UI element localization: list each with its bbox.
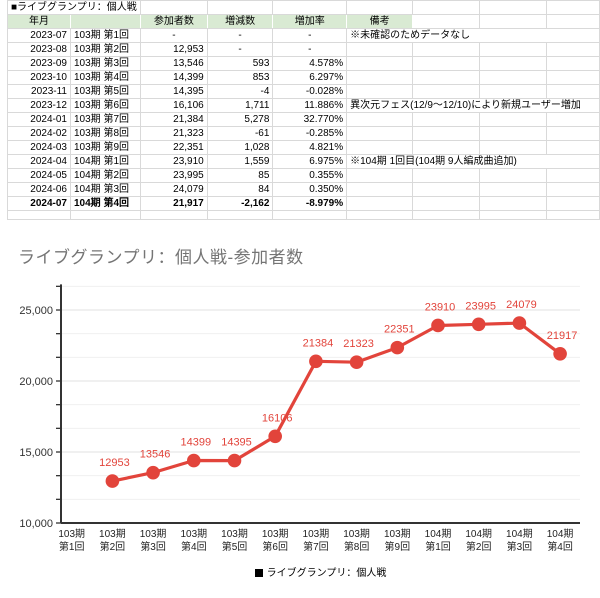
data-label: 14399 xyxy=(181,437,212,449)
x-axis-label: 103期第9回 xyxy=(384,528,411,553)
data-point xyxy=(512,316,527,330)
column-header[interactable] xyxy=(69,14,141,29)
data-label: 13546 xyxy=(140,449,171,461)
table-row: 2023-08 103期 第2回 12,953- - xyxy=(7,42,600,57)
data-label: 21323 xyxy=(343,338,374,350)
data-label: 14395 xyxy=(221,437,252,449)
table-row: 2024-03 103期 第9回 22,351 1,028 4.821% xyxy=(7,140,600,155)
chart-legend: ライブグランプリ：個人戦 xyxy=(61,564,580,579)
empty-cell[interactable] xyxy=(69,210,141,220)
data-label: 22351 xyxy=(384,324,415,336)
column-header[interactable]: 増減数 xyxy=(206,14,274,29)
x-axis-label: 104期第2回 xyxy=(465,528,492,553)
x-axis-label: 103期第3回 xyxy=(140,528,167,553)
table-row: 2024-01 103期 第7回 21,384 5,278 32.770% xyxy=(7,112,600,127)
data-label: 24079 xyxy=(506,299,537,311)
data-label: 21384 xyxy=(303,337,334,349)
empty-cell[interactable] xyxy=(545,210,600,220)
chart-title: ライブグランプリ：個人戦-参加者数 xyxy=(18,248,304,267)
data-label: 23910 xyxy=(425,301,456,313)
data-point xyxy=(390,340,405,355)
data-label: 16106 xyxy=(262,412,293,424)
data-point xyxy=(146,465,160,480)
table-row: 2023-11 103期 第5回 14,395 -4 -0.028% xyxy=(7,84,600,99)
data-point xyxy=(187,453,201,468)
data-point xyxy=(268,429,283,444)
y-axis-label: 20,000 xyxy=(19,376,53,388)
cell-round[interactable]: 104期 第3回 xyxy=(69,182,141,197)
sheet-table: ■ライブグランプリ：個人戦 年月 参加者数 増減数 増加率 備考 2023-07 103期 第… xyxy=(7,0,600,220)
table-row: 2024-06 104期 第3回 24,079 84 0.350% xyxy=(7,182,600,197)
x-axis-label: 104期第3回 xyxy=(506,528,533,553)
x-axis-label: 103期第1回 xyxy=(58,528,85,553)
y-axis-label: 25,000 xyxy=(19,305,53,317)
data-point xyxy=(553,346,567,361)
series-line xyxy=(112,321,562,483)
data-point xyxy=(309,354,323,369)
x-axis-label: 103期第4回 xyxy=(180,528,207,553)
sheet-header-row: 年月 参加者数 増減数 増加率 備考 xyxy=(7,14,600,29)
x-axis-label: 103期第7回 xyxy=(303,528,330,553)
table-row: 2023-07 103期 第1回 - - - ※未確認のためデータなし xyxy=(7,28,600,43)
data-point xyxy=(471,317,486,332)
legend-series-label: ライブグランプリ：個人戦 xyxy=(266,568,387,579)
data-label: 23995 xyxy=(465,300,496,312)
x-axis-label: 103期第5回 xyxy=(221,528,248,553)
y-axis-label: 10,000 xyxy=(19,518,53,530)
empty-row xyxy=(7,210,600,220)
table-row: 2024-05 104期 第2回 23,995 85 0.355% xyxy=(7,168,600,183)
y-axis-label: 15,000 xyxy=(19,447,53,459)
cell-participants[interactable]: 23,910 xyxy=(139,154,208,169)
table-row: 2023-12 103期 第6回 16,106 1,711 11.886% 異次元フェス(… xyxy=(7,98,600,113)
x-axis-label: 104期第1回 xyxy=(425,528,452,553)
data-point xyxy=(431,318,445,333)
data-point xyxy=(349,355,364,370)
column-header[interactable]: 備考 xyxy=(346,14,414,29)
data-label: 12953 xyxy=(99,457,130,469)
data-point xyxy=(227,453,242,468)
data-point xyxy=(105,474,120,488)
legend-square-icon xyxy=(254,569,263,577)
empty-cell[interactable] xyxy=(346,210,414,220)
x-axis-label: 104期第4回 xyxy=(547,528,574,553)
empty-cell[interactable] xyxy=(139,210,208,220)
sheet-title-row: ■ライブグランプリ：個人戦 xyxy=(7,0,600,15)
x-axis-label: 103期第2回 xyxy=(99,528,126,553)
column-header[interactable]: 増加率 xyxy=(272,14,348,29)
x-axis-label: 103期第8回 xyxy=(343,528,370,553)
spreadsheet: ■ライブグランプリ：個人戦 年月 参加者数 増減数 増加率 備考 2023-07 103期 第… xyxy=(0,0,600,220)
column-header[interactable]: 年月 xyxy=(7,14,71,29)
x-axis-label: 103期第6回 xyxy=(262,528,289,553)
data-label: 21917 xyxy=(547,330,578,342)
